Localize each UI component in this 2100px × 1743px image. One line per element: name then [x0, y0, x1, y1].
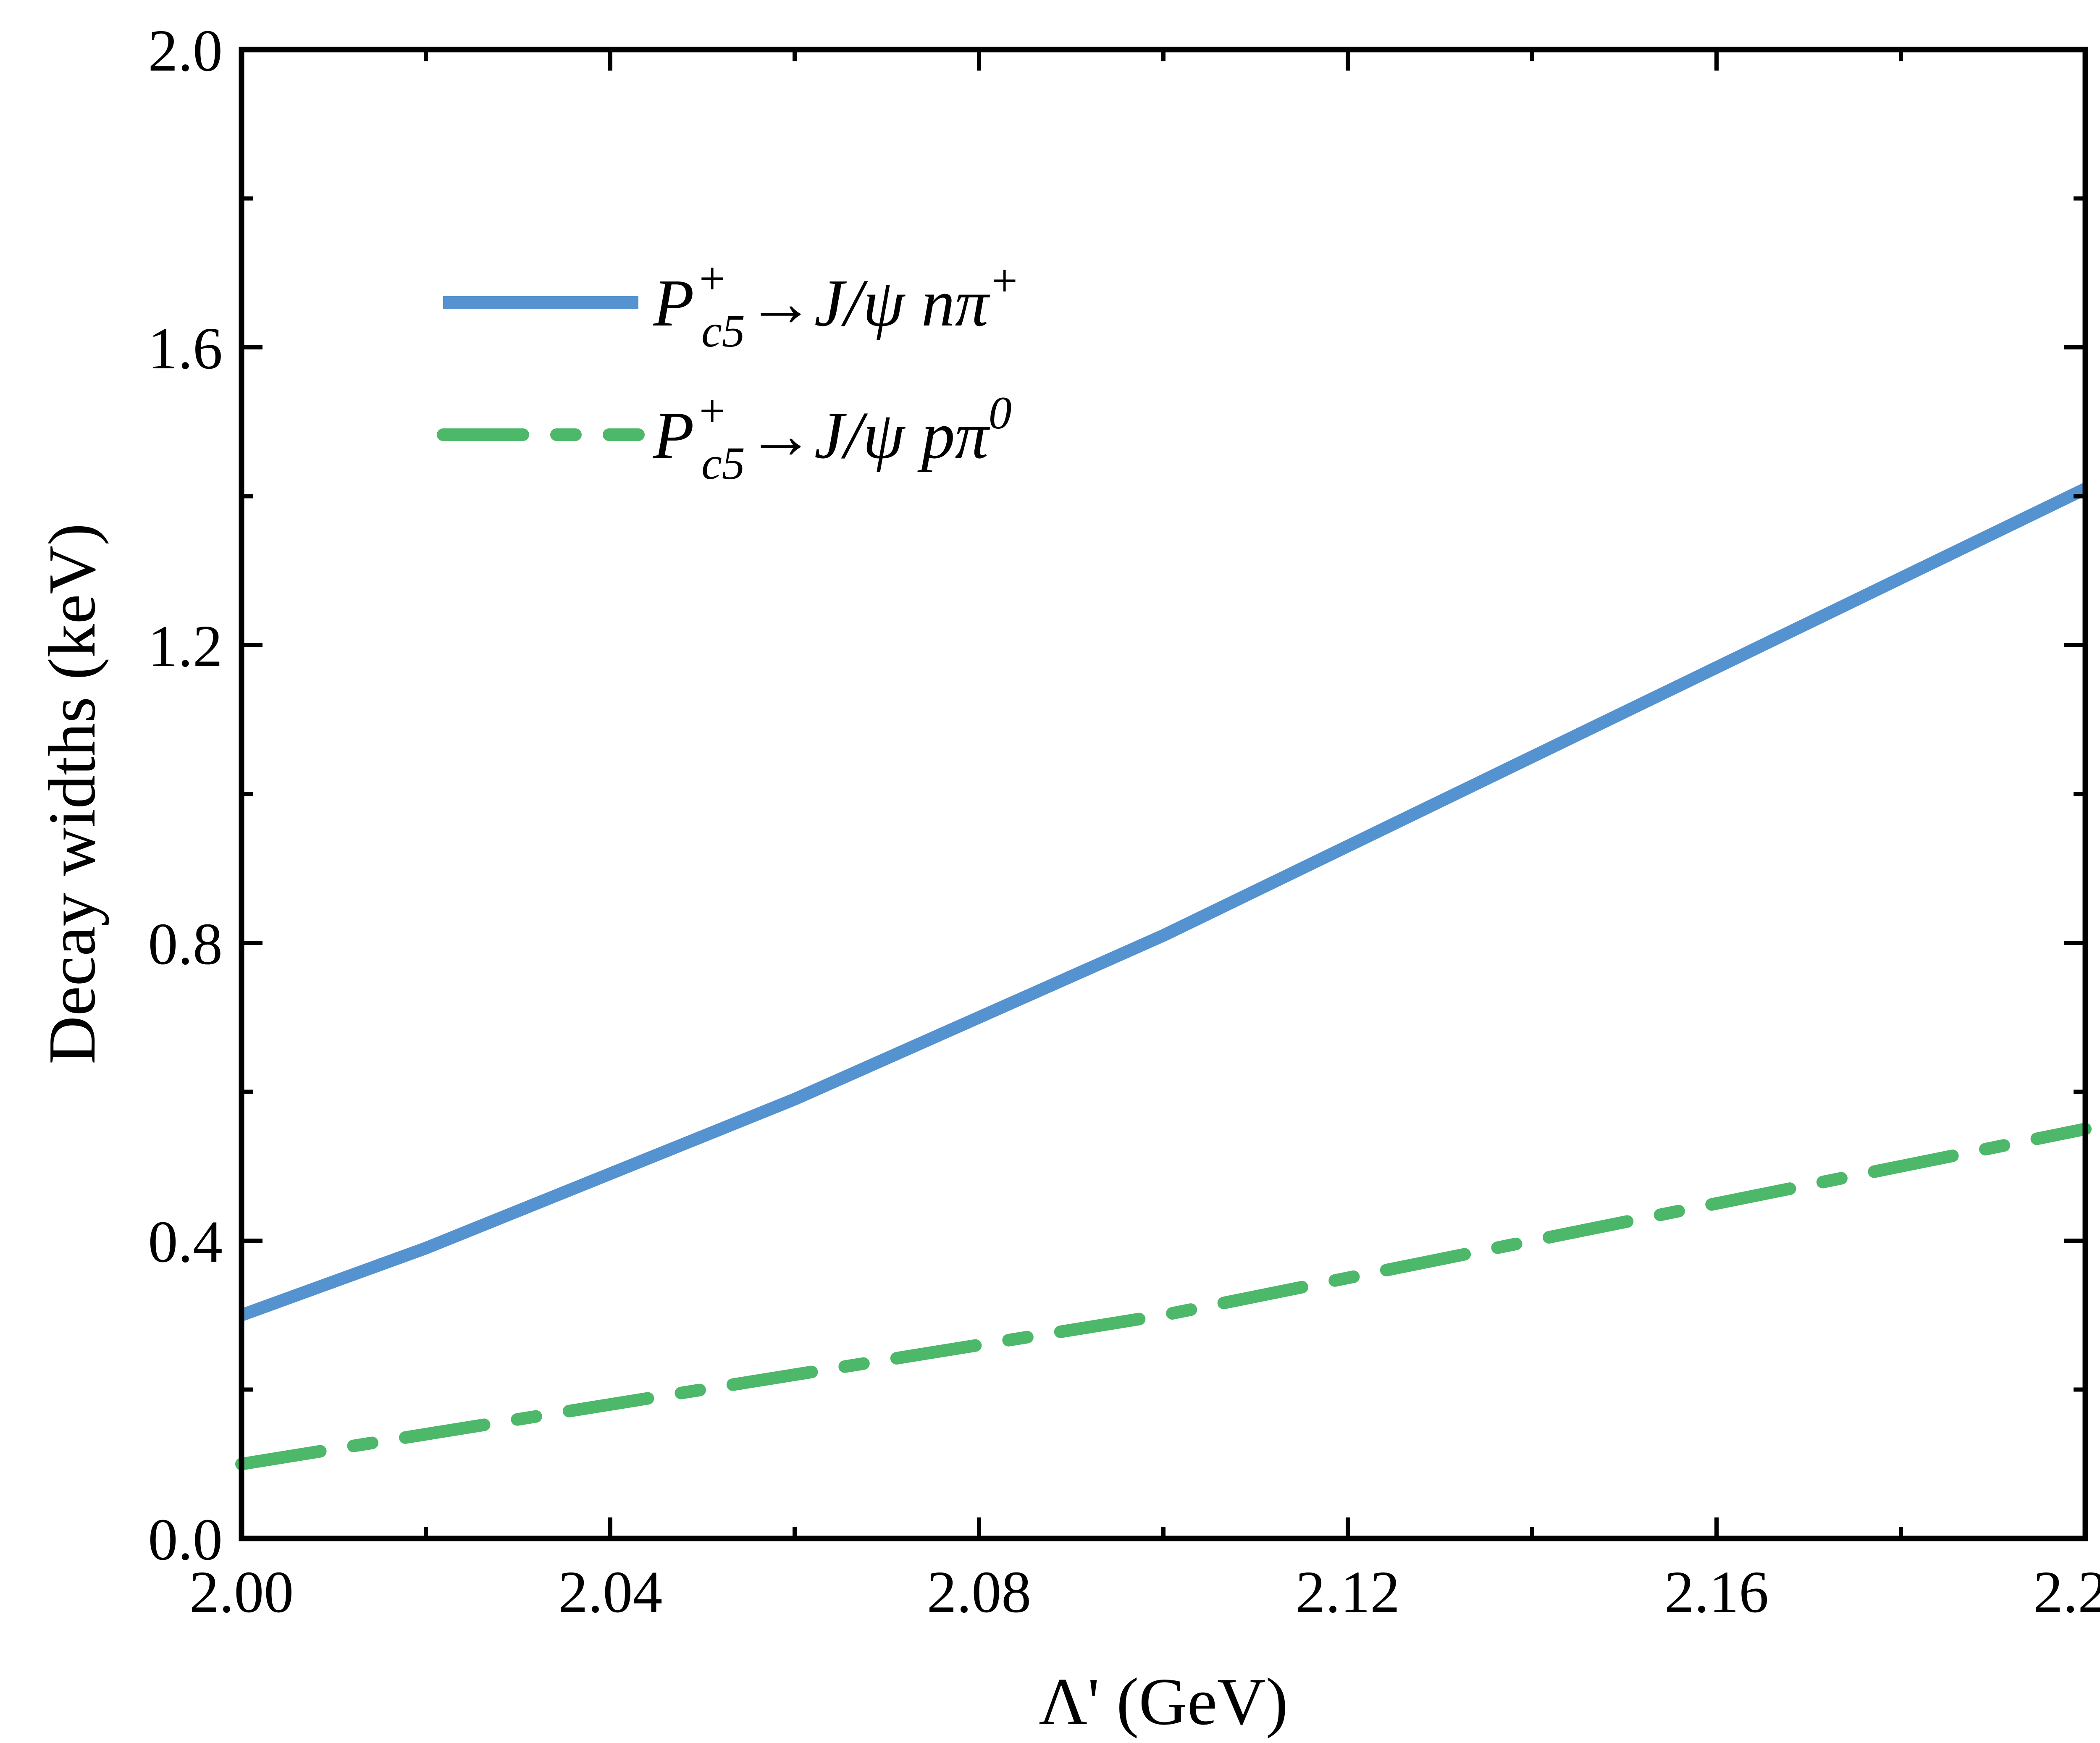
series-layer — [235, 483, 2092, 1470]
x-tick-label: 2.16 — [1664, 1559, 1769, 1625]
y-tick-label: 1.2 — [148, 613, 223, 679]
tick-labels-layer: 2.00 2.04 2.08 2.12 2.16 2.20 0.0 0.4 0.8 1.2 1.6 2… — [148, 17, 2100, 1625]
plot-frame — [239, 47, 2088, 1541]
y-tick-label: 0.4 — [148, 1208, 223, 1275]
x-tick-label: 2.12 — [1296, 1559, 1400, 1625]
y-axis-title: Decay widths (keV) — [34, 523, 109, 1064]
x-axis-title: Λ' (GeV) — [1039, 1664, 1288, 1739]
x-tick-label: 2.08 — [927, 1559, 1032, 1625]
ticks-layer — [239, 47, 2087, 1541]
legend-label-1: P+ c5→J/ψ nπ+ — [653, 253, 1020, 357]
legend-label-2: P+ c5→J/ψ pπ0 — [653, 385, 1012, 489]
x-tick-label: 2.00 — [189, 1559, 294, 1625]
series-line-1 — [239, 483, 2088, 1321]
series-line-2 — [235, 1123, 2092, 1470]
x-tick-label: 2.20 — [2033, 1559, 2100, 1625]
x-tick-label: 2.04 — [558, 1559, 663, 1625]
y-tick-label: 1.6 — [148, 315, 223, 381]
y-tick-label: 2.0 — [148, 17, 223, 84]
legend: P+ c5→J/ψ nπ+ P+ c5→J/ψ pπ0 — [437, 253, 1020, 489]
y-tick-label: 0.0 — [148, 1506, 223, 1572]
y-tick-label: 0.8 — [148, 911, 223, 977]
